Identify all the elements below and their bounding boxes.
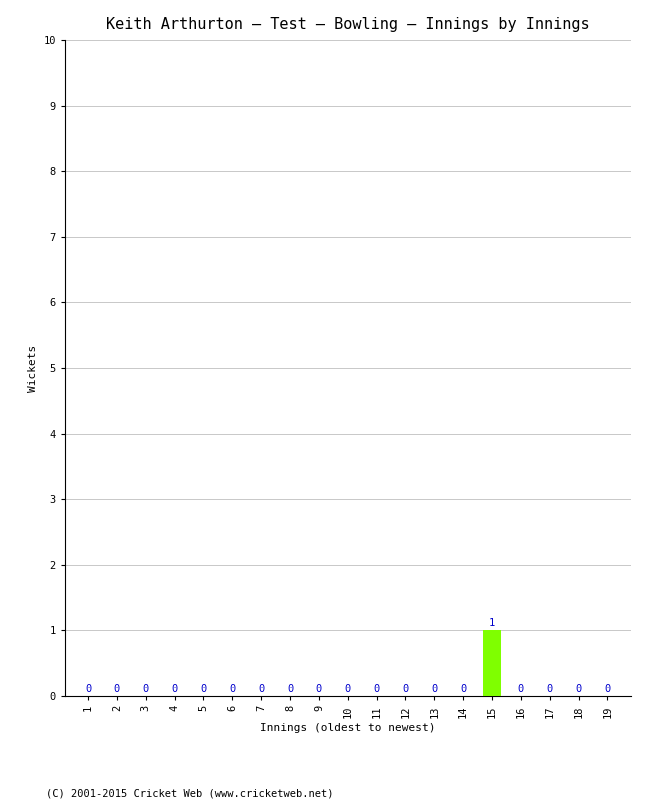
X-axis label: Innings (oldest to newest): Innings (oldest to newest) [260,723,436,733]
Text: 0: 0 [575,684,582,694]
Bar [483,630,501,696]
Text: 0: 0 [604,684,610,694]
Text: 0: 0 [229,684,235,694]
Text: 0: 0 [402,684,409,694]
Text: 0: 0 [114,684,120,694]
Text: 0: 0 [258,684,265,694]
Text: 0: 0 [172,684,177,694]
Text: 0: 0 [374,684,380,694]
Text: 0: 0 [316,684,322,694]
Text: 0: 0 [431,684,437,694]
Text: (C) 2001-2015 Cricket Web (www.cricketweb.net): (C) 2001-2015 Cricket Web (www.cricketwe… [46,788,333,798]
Text: 0: 0 [460,684,466,694]
Text: 0: 0 [200,684,207,694]
Text: 0: 0 [518,684,524,694]
Text: 0: 0 [85,684,91,694]
Text: 0: 0 [142,684,149,694]
Y-axis label: Wickets: Wickets [28,344,38,392]
Title: Keith Arthurton – Test – Bowling – Innings by Innings: Keith Arthurton – Test – Bowling – Innin… [106,17,590,32]
Text: 0: 0 [287,684,293,694]
Text: 0: 0 [547,684,553,694]
Text: 0: 0 [344,684,351,694]
Text: 1: 1 [489,618,495,628]
